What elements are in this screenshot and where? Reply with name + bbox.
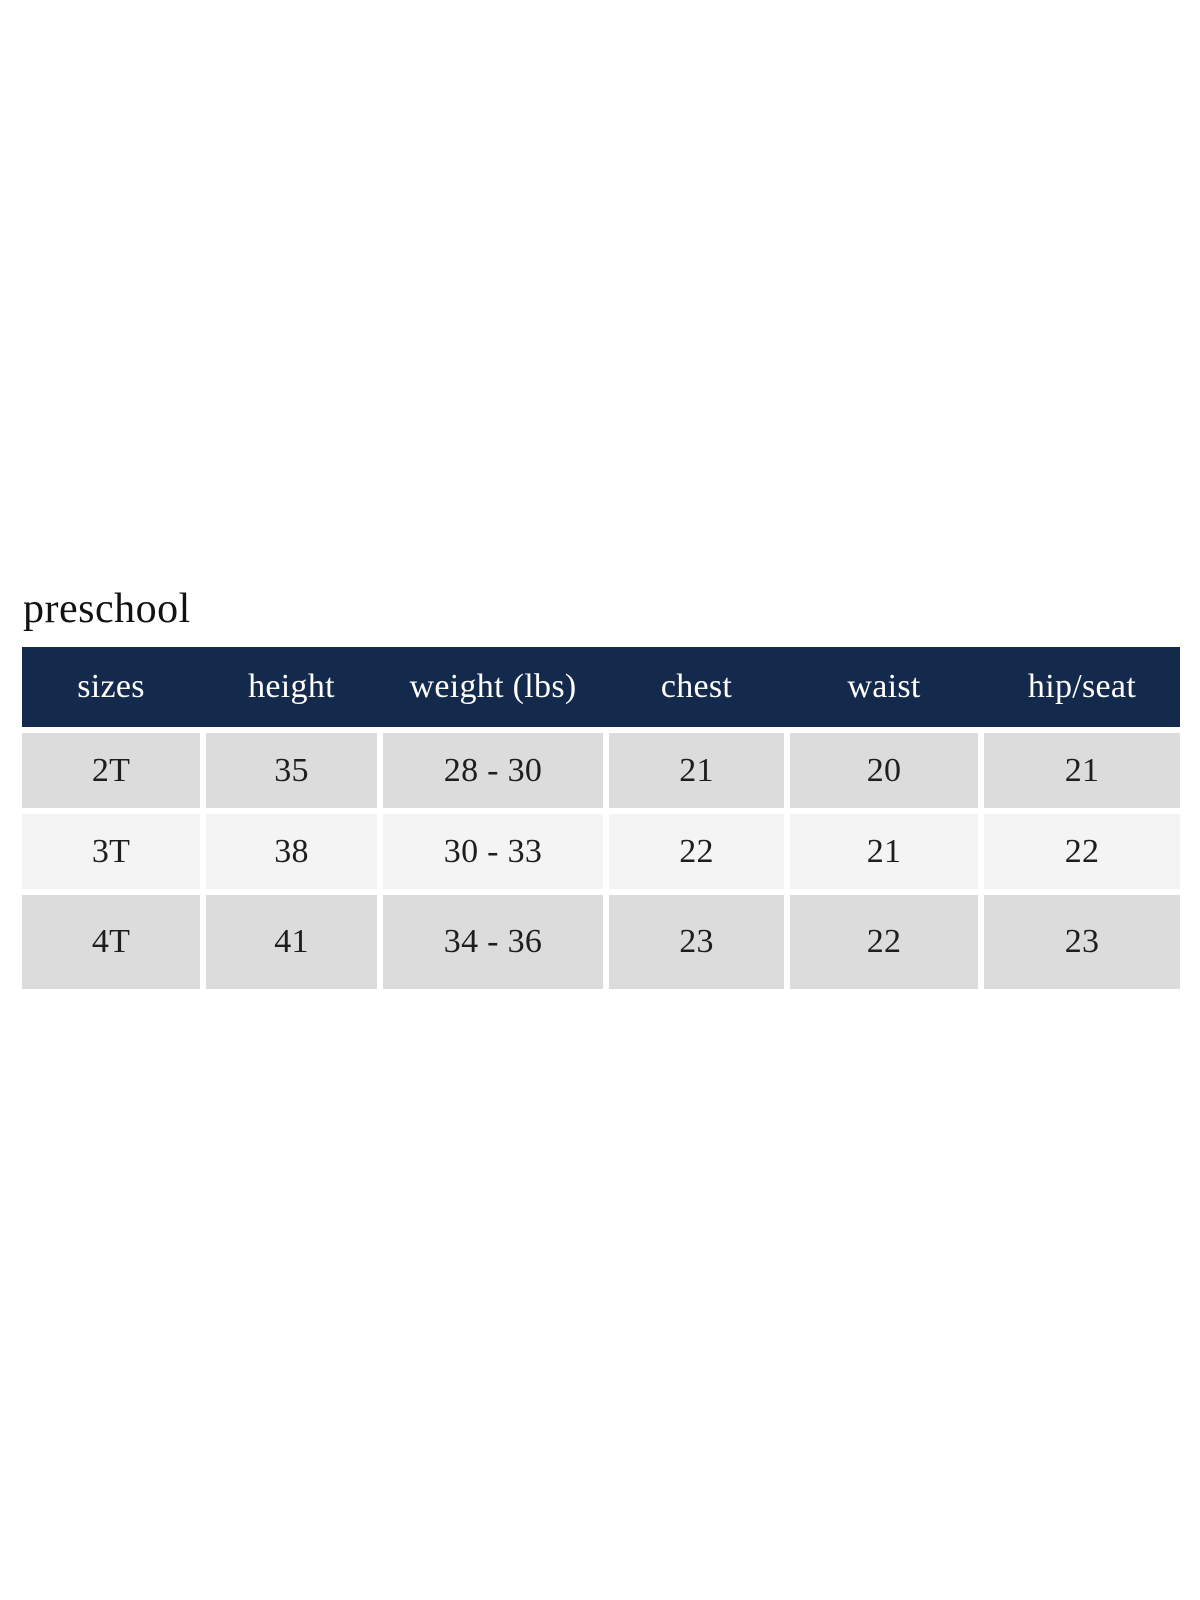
cell-hip-seat: 21 bbox=[984, 733, 1180, 808]
cell-waist: 22 bbox=[790, 895, 978, 989]
column-header-chest: chest bbox=[660, 668, 733, 705]
column-header-waist: waist bbox=[847, 668, 921, 705]
cell-hip-seat: 22 bbox=[984, 814, 1180, 889]
cell-height: 35 bbox=[206, 733, 377, 808]
table-row-2t: 2T 35 28 - 30 21 20 21 bbox=[22, 733, 1180, 808]
column-header-sizes: sizes bbox=[77, 668, 145, 705]
cell-chest: 21 bbox=[609, 733, 784, 808]
cell-weight: 30 - 33 bbox=[383, 814, 603, 889]
cell-size: 4T bbox=[22, 895, 200, 989]
cell-waist: 20 bbox=[790, 733, 978, 808]
table-row-3t: 3T 38 30 - 33 22 21 22 bbox=[22, 814, 1180, 889]
size-chart-section: preschool sizes height weight (lbs) ches… bbox=[22, 584, 1180, 989]
cell-weight: 34 - 36 bbox=[383, 895, 603, 989]
cell-size: 3T bbox=[22, 814, 200, 889]
column-header-height: height bbox=[248, 668, 335, 705]
cell-chest: 22 bbox=[609, 814, 784, 889]
cell-hip-seat: 23 bbox=[984, 895, 1180, 989]
column-header-hip-seat: hip/seat bbox=[1027, 668, 1137, 705]
column-header-weight-lbs: weight (lbs) bbox=[409, 668, 577, 705]
size-chart-table: sizes height weight (lbs) chest waist hi… bbox=[22, 647, 1180, 989]
cell-chest: 23 bbox=[609, 895, 784, 989]
cell-height: 41 bbox=[206, 895, 377, 989]
cell-weight: 28 - 30 bbox=[383, 733, 603, 808]
table-row-4t: 4T 41 34 - 36 23 22 23 bbox=[22, 895, 1180, 989]
table-header-row: sizes height weight (lbs) chest waist hi… bbox=[22, 647, 1180, 727]
cell-size: 2T bbox=[22, 733, 200, 808]
cell-waist: 21 bbox=[790, 814, 978, 889]
cell-height: 38 bbox=[206, 814, 377, 889]
section-title: preschool bbox=[23, 586, 191, 632]
